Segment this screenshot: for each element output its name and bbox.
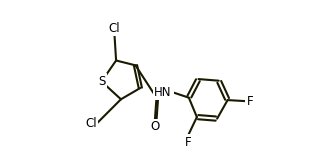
Text: Cl: Cl [109, 22, 120, 35]
Text: O: O [150, 120, 160, 133]
Text: Cl: Cl [85, 117, 97, 130]
Text: HN: HN [154, 86, 172, 98]
Text: F: F [185, 136, 191, 149]
Text: F: F [247, 95, 254, 108]
Text: S: S [98, 75, 105, 88]
